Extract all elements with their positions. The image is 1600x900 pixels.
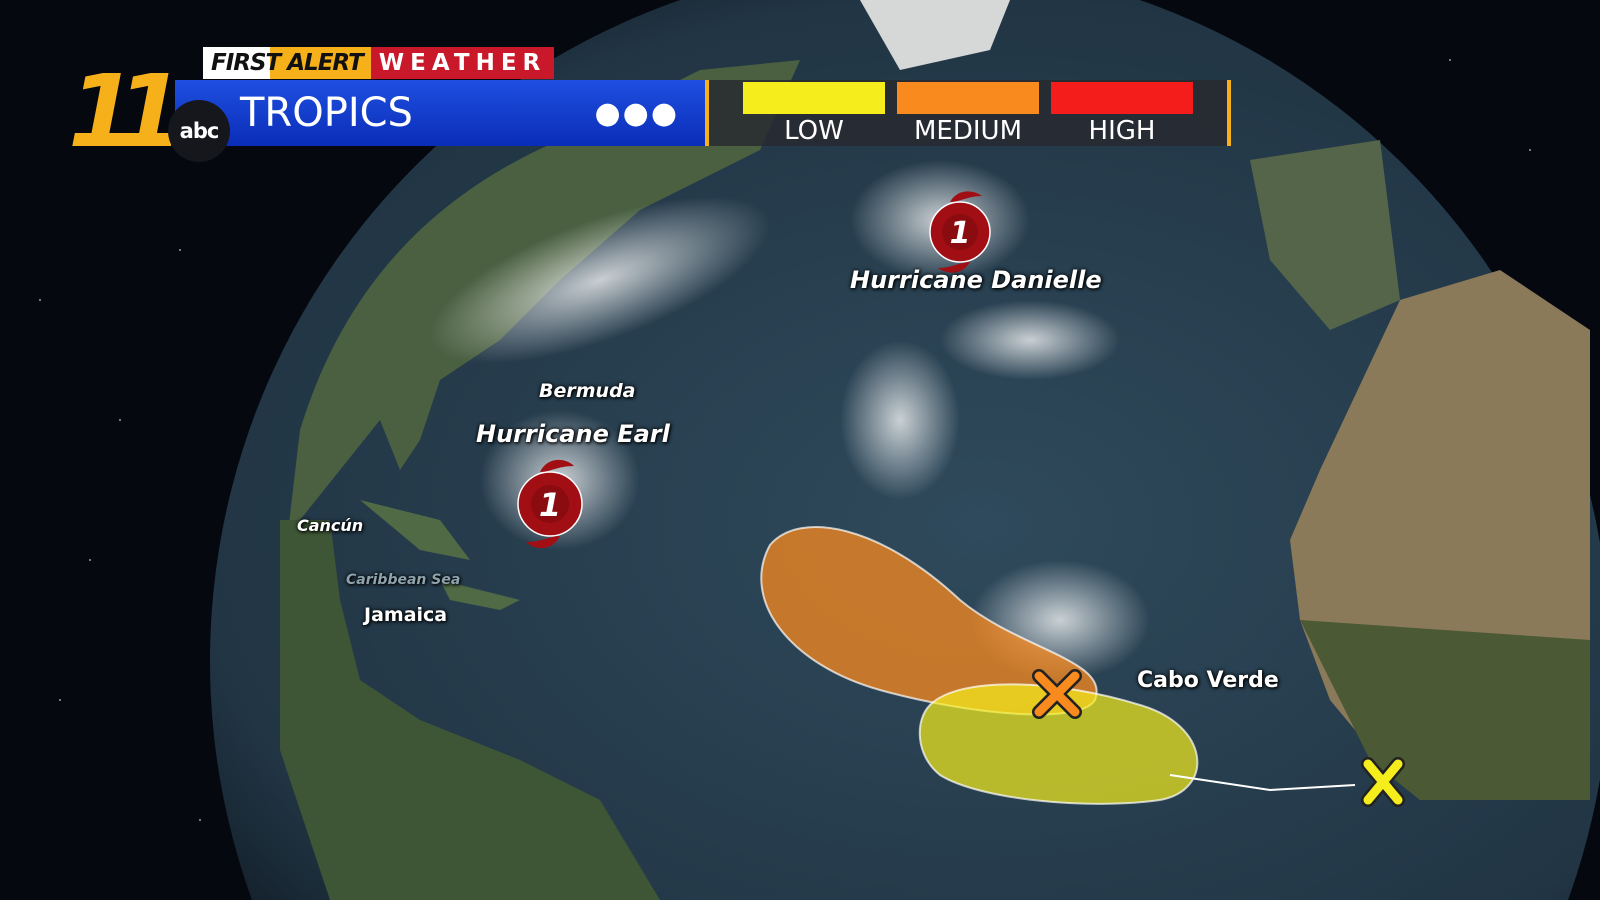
- place-label-caribbean-sea: Caribbean Sea: [346, 572, 461, 588]
- place-label-cabo-verde: Cabo Verde: [1137, 668, 1279, 693]
- risk-legend: LOW MEDIUM HIGH: [709, 80, 1231, 146]
- brand-first-alert: FIRST ALERT: [203, 47, 371, 79]
- first-alert-weather-brand: FIRST ALERT WEATHER: [203, 47, 555, 79]
- legend-label-medium: MEDIUM: [913, 116, 1022, 146]
- hurricane-earl-icon: 1: [517, 459, 583, 549]
- place-label-cancun: Cancún: [297, 516, 364, 535]
- legend-swatch-medium: [897, 82, 1039, 114]
- ellipsis-icon: ●●●: [594, 96, 679, 131]
- storm-label-danielle: Hurricane Danielle: [850, 266, 1102, 294]
- place-label-jamaica: Jamaica: [364, 604, 448, 626]
- x-marker-low-icon: [1361, 757, 1405, 807]
- legend-label-high: HIGH: [1088, 116, 1156, 146]
- outlook-area-low: [918, 683, 1356, 805]
- legend-swatch-low: [743, 82, 885, 114]
- landmass: [280, 0, 1590, 900]
- title-bar: TROPICS ●●●: [175, 80, 709, 146]
- station-logo: 11: [68, 53, 185, 170]
- abc-logo: abc: [168, 100, 230, 162]
- stars: [39, 59, 1531, 821]
- page-title: TROPICS: [240, 90, 413, 136]
- place-label-bermuda: Bermuda: [539, 380, 636, 402]
- storm-label-earl: Hurricane Earl: [476, 420, 670, 448]
- x-marker-medium-icon: [1032, 669, 1082, 719]
- brand-weather: WEATHER: [370, 47, 555, 79]
- hurricane-category: 1: [950, 216, 971, 251]
- hurricane-danielle-icon: 1: [929, 191, 991, 273]
- legend-label-low: LOW: [784, 116, 844, 146]
- legend-swatch-high: [1051, 82, 1193, 114]
- hurricane-category: 1: [539, 486, 561, 524]
